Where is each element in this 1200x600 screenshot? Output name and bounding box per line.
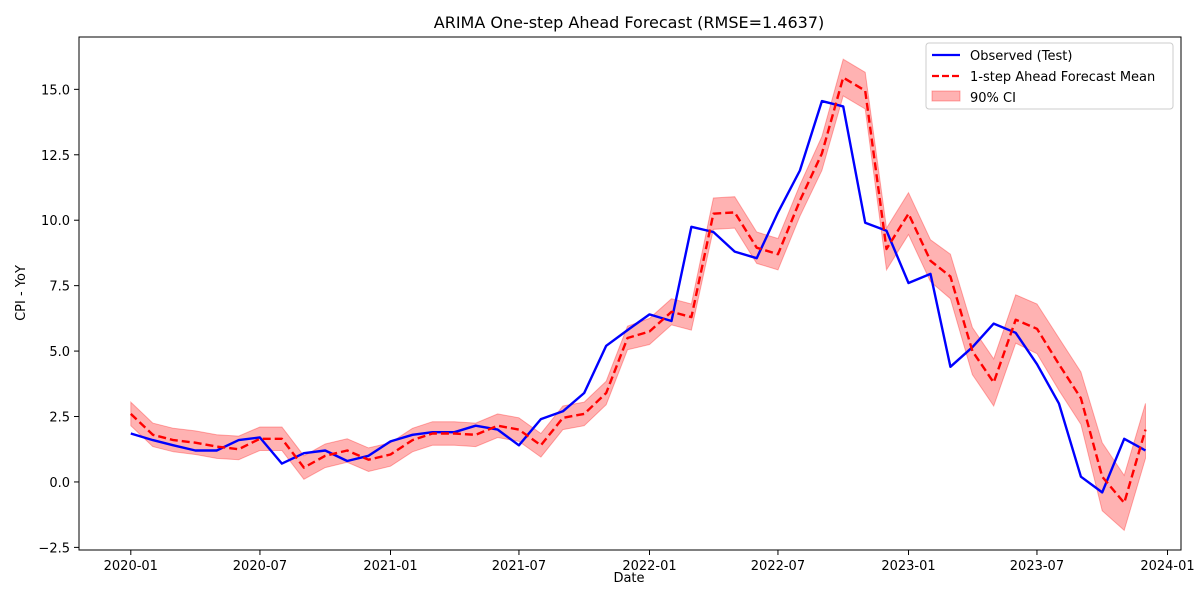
x-tick-label: 2021-01	[363, 559, 417, 574]
legend-box	[925, 42, 1174, 110]
x-axis-label: Date	[613, 571, 644, 586]
x-tick-label: 2022-07	[751, 559, 805, 574]
series-line-observed	[130, 99, 1147, 494]
x-tick-label: 2023-07	[1010, 559, 1064, 574]
y-tick-label: 15.0	[41, 83, 70, 98]
legend-swatch-ci	[931, 90, 961, 102]
x-tick-label: 2020-01	[104, 559, 158, 574]
y-tick-label: 0.0	[49, 476, 70, 491]
y-axis-label: CPI - YoY	[14, 265, 29, 321]
x-tick-label: 2023-01	[881, 559, 935, 574]
legend-label-forecast: 1-step Ahead Forecast Mean	[970, 70, 1155, 85]
chart-title: ARIMA One-step Ahead Forecast (RMSE=1.46…	[434, 13, 825, 32]
legend: Observed (Test) 1-step Ahead Forecast Me…	[925, 42, 1174, 110]
x-tick-label: 2020-07	[233, 559, 287, 574]
legend-label-ci: 90% CI	[970, 91, 1016, 106]
series-line-forecast	[129, 76, 1147, 505]
x-tick-label: 2021-07	[492, 559, 546, 574]
y-tick-label: 2.5	[49, 411, 70, 426]
ci-band-layer	[130, 58, 1146, 532]
y-axis-ticks: −2.5 0.0 2.5 5.0 7.5 10.0 12.5 15.0	[38, 83, 79, 556]
ci-band	[130, 58, 1146, 532]
plot-area	[129, 58, 1147, 532]
x-tick-label: 2024-01	[1140, 559, 1194, 574]
y-tick-label: 12.5	[41, 149, 70, 164]
y-tick-label: 10.0	[41, 214, 70, 229]
x-tick-label: 2022-01	[622, 559, 676, 574]
y-tick-label: −2.5	[38, 541, 70, 556]
y-tick-label: 5.0	[49, 345, 70, 360]
x-axis-ticks: 2020-01 2020-07 2021-01 2021-07 2022-01 2022-…	[104, 550, 1195, 574]
y-tick-label: 7.5	[49, 280, 70, 295]
axes-frame	[78, 36, 1182, 551]
series-layer	[129, 76, 1147, 505]
legend-label-observed: Observed (Test)	[970, 49, 1072, 64]
